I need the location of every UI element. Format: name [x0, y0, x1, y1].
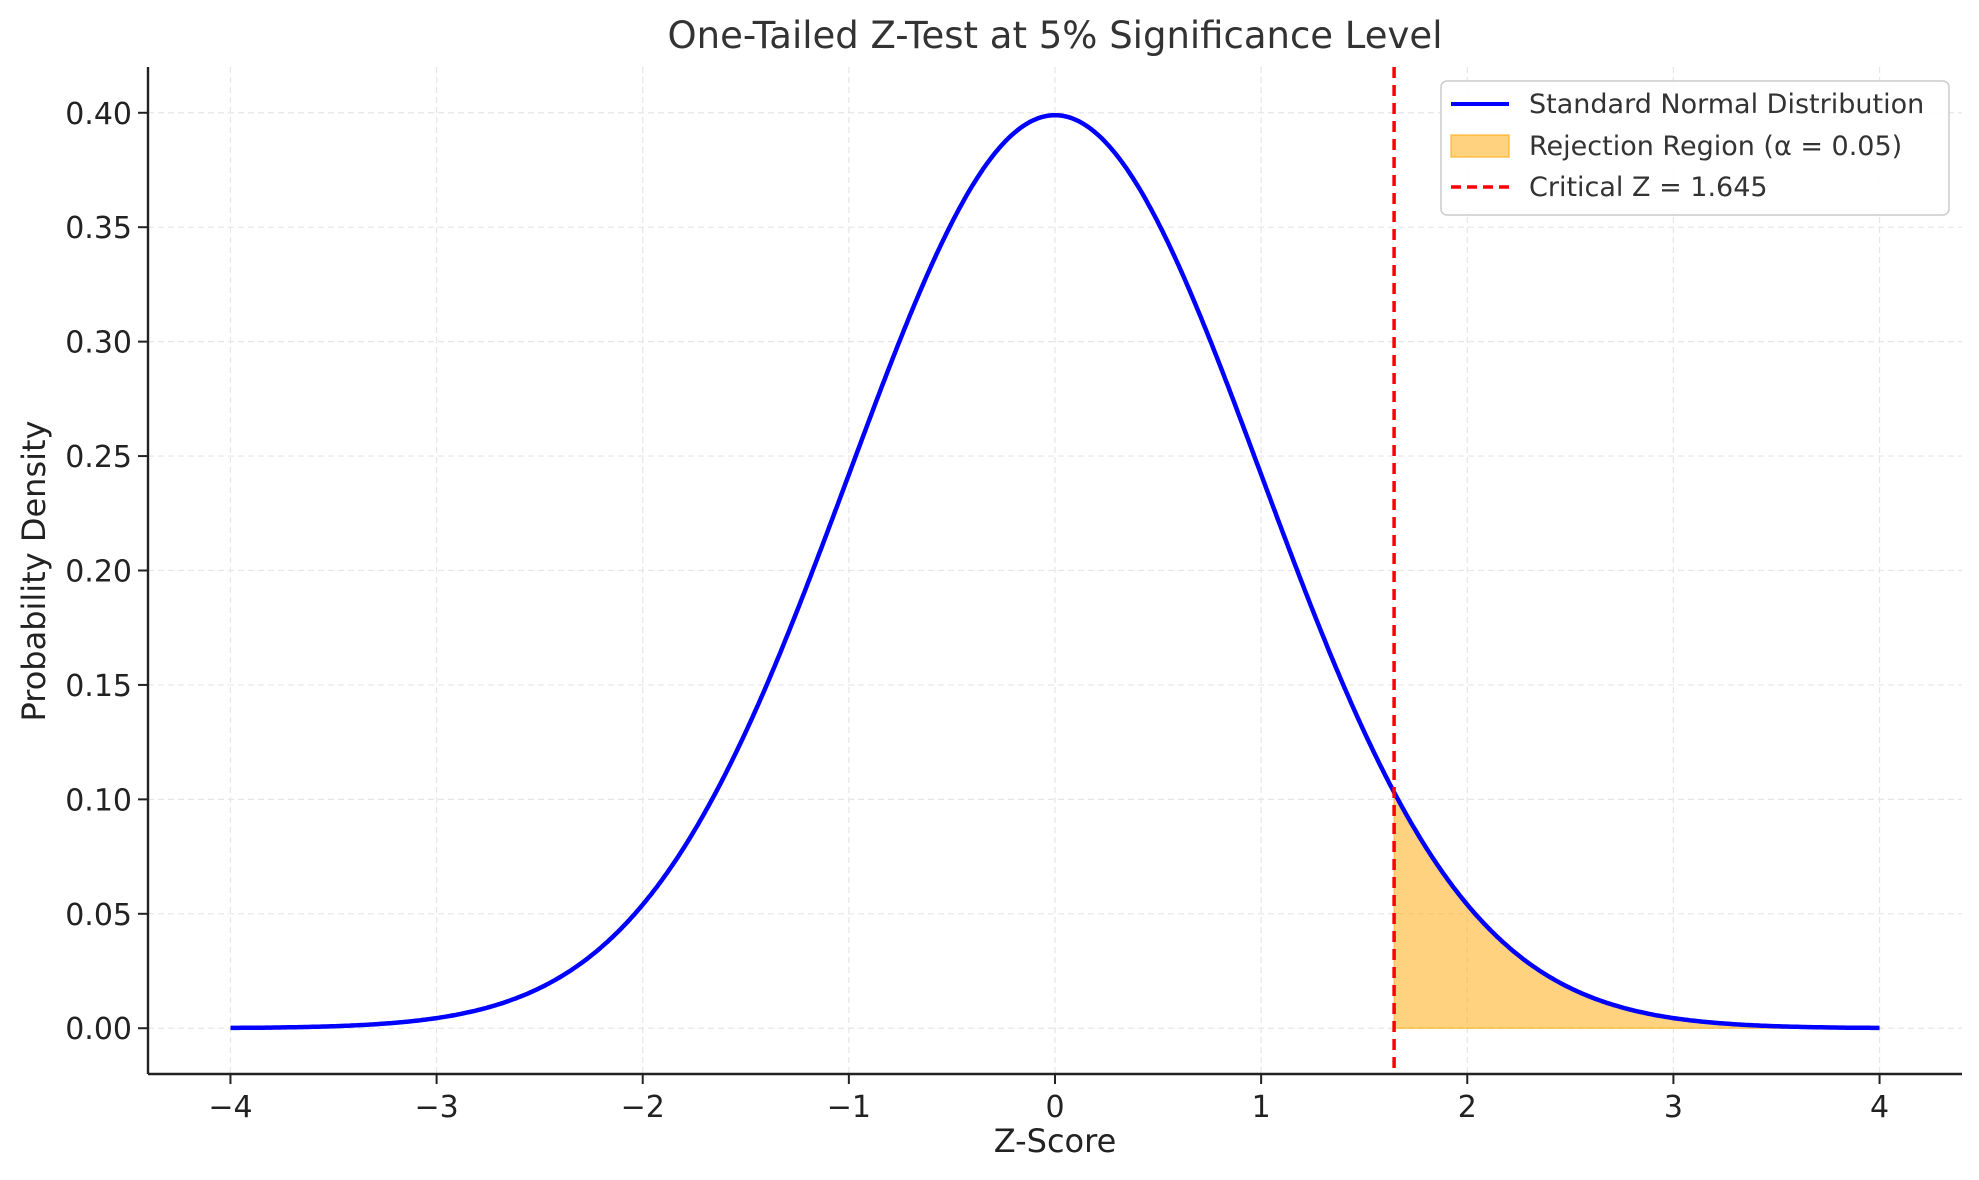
legend-label-distribution: Standard Normal Distribution — [1529, 89, 1924, 120]
y-tick-label: 0.20 — [65, 555, 132, 590]
y-tick-label: 0.05 — [65, 898, 132, 933]
grid — [148, 67, 1962, 1074]
y-tick-label: 0.30 — [65, 326, 132, 361]
x-tick-label: 0 — [1045, 1090, 1064, 1125]
x-tick-label: 4 — [1870, 1090, 1889, 1125]
legend-frame — [1440, 80, 1950, 216]
y-tick-label: 0.25 — [65, 440, 132, 475]
legend-label-rejection-region: Rejection Region (α = 0.05) — [1529, 131, 1902, 162]
chart-title: One-Tailed Z-Test at 5% Significance Lev… — [668, 14, 1443, 57]
y-ticks: 0.00 0.05 0.10 0.15 0.20 0.25 0.30 0.35 0.40 — [65, 97, 148, 1047]
y-tick-label: 0.40 — [65, 97, 132, 132]
y-tick-label: 0.35 — [65, 211, 132, 246]
x-tick-label: −2 — [621, 1090, 665, 1125]
x-tick-label: 3 — [1664, 1090, 1683, 1125]
y-tick-label: 0.15 — [65, 669, 132, 704]
x-tick-label: 1 — [1252, 1090, 1271, 1125]
y-tick-label: 0.00 — [65, 1012, 132, 1047]
legend: Standard Normal Distribution Rejection R… — [1440, 80, 1950, 216]
x-tick-label: −4 — [208, 1090, 252, 1125]
legend-label-critical-z: Critical Z = 1.645 — [1529, 172, 1768, 203]
x-ticks: −4 −3 −2 −1 0 1 2 3 4 — [208, 1074, 1889, 1125]
y-tick-label: 0.10 — [65, 783, 132, 818]
distribution-curve — [230, 112, 1880, 1031]
x-axis-label: Z-Score — [994, 1122, 1117, 1160]
x-tick-label: −1 — [827, 1090, 871, 1125]
legend-area-swatch — [1450, 134, 1510, 158]
x-tick-label: −3 — [414, 1090, 458, 1125]
distribution-line-layer — [230, 112, 1880, 1031]
x-tick-label: 2 — [1458, 1090, 1477, 1125]
y-axis-label: Probability Density — [15, 421, 53, 722]
